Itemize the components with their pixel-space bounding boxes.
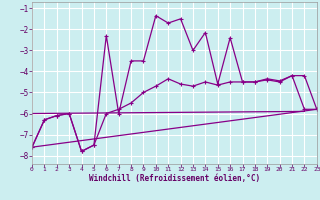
X-axis label: Windchill (Refroidissement éolien,°C): Windchill (Refroidissement éolien,°C) (89, 174, 260, 183)
